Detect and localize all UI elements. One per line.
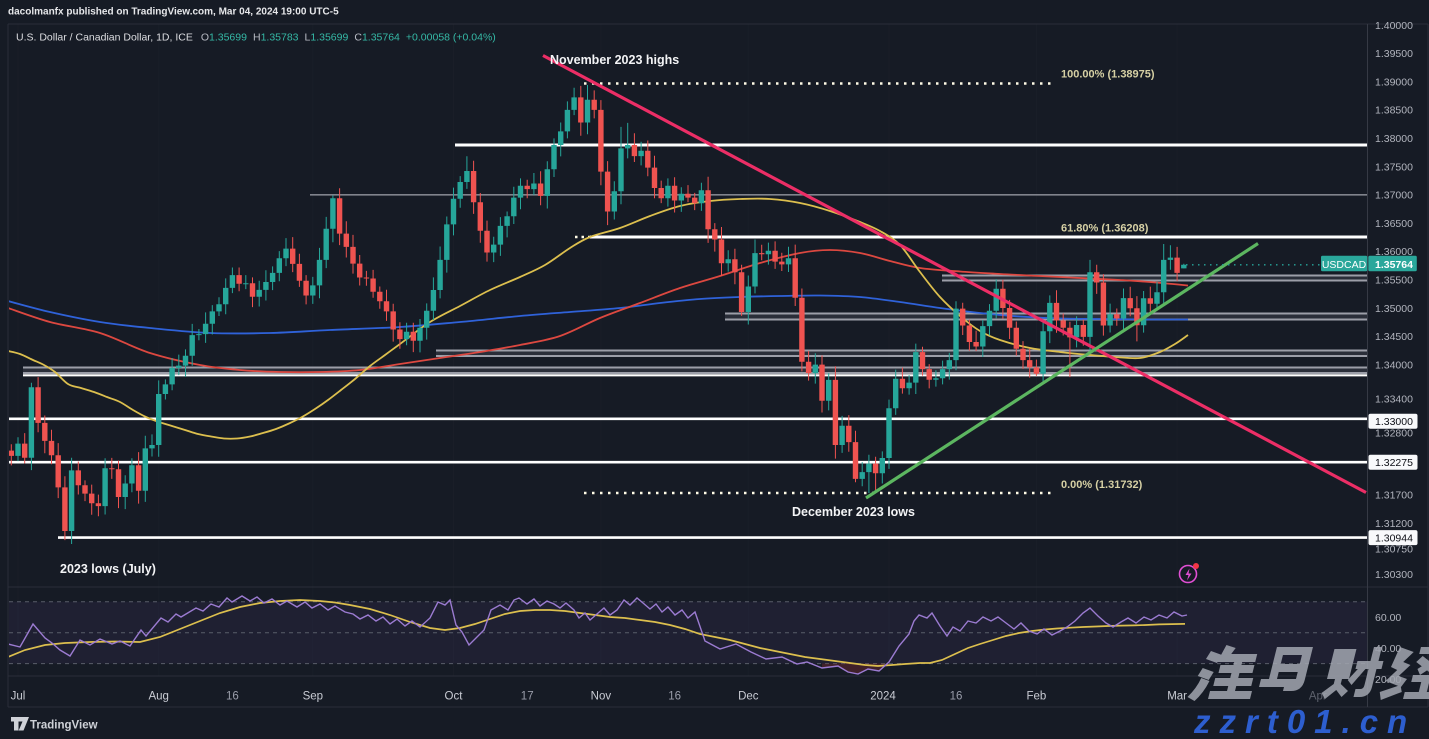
svg-text:1.33000: 1.33000 xyxy=(1375,416,1413,428)
svg-text:Sep: Sep xyxy=(303,691,323,703)
svg-text:16: 16 xyxy=(668,691,681,703)
svg-text:1.39500: 1.39500 xyxy=(1375,48,1413,60)
svg-text:USDCAD: USDCAD xyxy=(1322,259,1367,271)
svg-text:1.36000: 1.36000 xyxy=(1375,246,1413,258)
svg-text:1.40000: 1.40000 xyxy=(1375,20,1413,32)
svg-text:Mar: Mar xyxy=(1167,691,1187,703)
svg-text:1.35000: 1.35000 xyxy=(1375,303,1413,315)
svg-text:Aug: Aug xyxy=(148,691,168,703)
svg-text:1.34500: 1.34500 xyxy=(1375,331,1413,343)
svg-text:1.32275: 1.32275 xyxy=(1375,457,1413,469)
svg-text:U.S. Dollar / Canadian Dollar,: U.S. Dollar / Canadian Dollar, 1D, ICE O1… xyxy=(16,32,496,44)
svg-text:17: 17 xyxy=(521,691,534,703)
svg-text:1.39000: 1.39000 xyxy=(1375,76,1413,88)
svg-text:TradingView: TradingView xyxy=(30,720,98,732)
svg-text:1.37500: 1.37500 xyxy=(1375,161,1413,173)
svg-text:1.38500: 1.38500 xyxy=(1375,105,1413,117)
svg-text:2024: 2024 xyxy=(870,691,896,703)
svg-text:1.30944: 1.30944 xyxy=(1375,532,1413,544)
svg-text:1.31700: 1.31700 xyxy=(1375,490,1413,502)
svg-text:zzrt01.cn: zzrt01.cn xyxy=(1193,703,1416,739)
svg-text:1.30300: 1.30300 xyxy=(1375,569,1413,581)
svg-text:61.80% (1.36208): 61.80% (1.36208) xyxy=(1061,223,1149,235)
svg-text:Feb: Feb xyxy=(1026,691,1046,703)
svg-text:1.36500: 1.36500 xyxy=(1375,218,1413,230)
svg-text:0.00% (1.31732): 0.00% (1.31732) xyxy=(1061,479,1143,491)
svg-text:40.00: 40.00 xyxy=(1375,643,1401,655)
svg-text:Jul: Jul xyxy=(11,691,26,703)
svg-text:Nov: Nov xyxy=(591,691,612,703)
svg-text:Dec: Dec xyxy=(738,691,759,703)
svg-text:1.37000: 1.37000 xyxy=(1375,190,1413,202)
svg-text:1.38000: 1.38000 xyxy=(1375,133,1413,145)
svg-text:dacolmanfx published on Tradin: dacolmanfx published on TradingView.com,… xyxy=(8,7,339,18)
svg-text:60.00: 60.00 xyxy=(1375,612,1401,624)
svg-text:1.33400: 1.33400 xyxy=(1375,393,1413,405)
svg-text:1.31200: 1.31200 xyxy=(1375,518,1413,530)
svg-text:1.32800: 1.32800 xyxy=(1375,427,1413,439)
svg-text:November 2023 highs: November 2023 highs xyxy=(550,53,679,67)
svg-text:1.34000: 1.34000 xyxy=(1375,359,1413,371)
svg-text:1.35764: 1.35764 xyxy=(1375,259,1413,271)
svg-text:Oct: Oct xyxy=(445,691,464,703)
svg-text:1.30750: 1.30750 xyxy=(1375,543,1413,555)
svg-text:16: 16 xyxy=(950,691,963,703)
svg-text:16: 16 xyxy=(226,691,239,703)
svg-text:1.35500: 1.35500 xyxy=(1375,275,1413,287)
svg-text:100.00% (1.38975): 100.00% (1.38975) xyxy=(1061,69,1155,81)
svg-text:December 2023 lows: December 2023 lows xyxy=(792,505,915,519)
svg-text:2023 lows (July): 2023 lows (July) xyxy=(60,562,156,576)
